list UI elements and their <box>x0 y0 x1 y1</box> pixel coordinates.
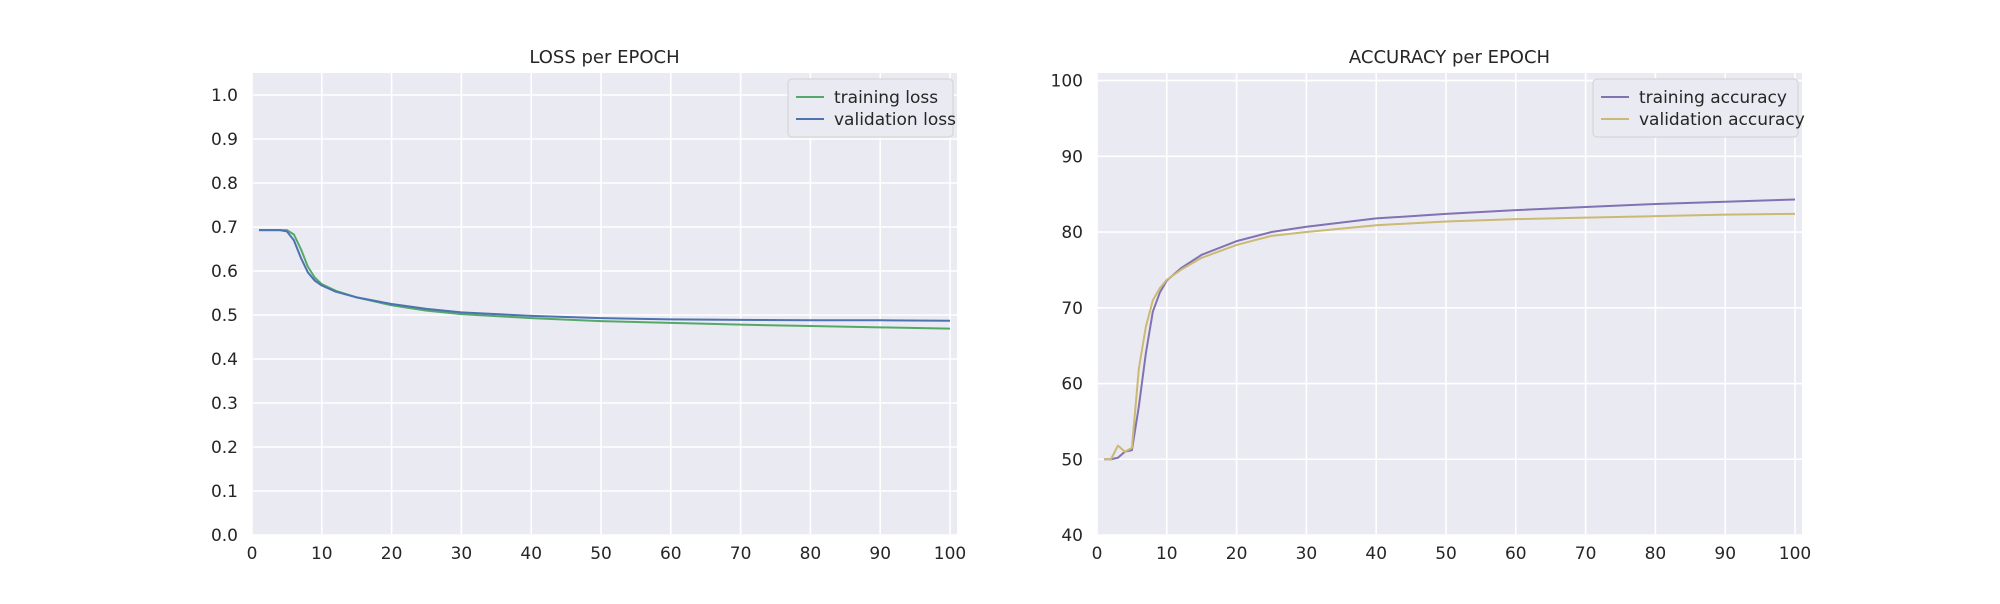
loss-y-tick-label: 0.7 <box>211 218 238 238</box>
accuracy-x-tick-label: 100 <box>1779 544 1811 564</box>
loss-plot-area <box>252 73 957 535</box>
loss-y-tick-label: 0.5 <box>211 306 238 326</box>
loss-y-tick-label: 0.6 <box>211 262 238 282</box>
accuracy-x-tick-label: 40 <box>1365 544 1387 564</box>
accuracy-chart: ACCURACY per EPOCH 0 10 20 30 40 50 60 70 80 90 10… <box>1051 47 1812 564</box>
accuracy-x-tick-label: 10 <box>1156 544 1178 564</box>
accuracy-y-tick-label: 50 <box>1061 450 1083 470</box>
loss-x-tick-label: 40 <box>520 544 542 564</box>
validation-accuracy-line <box>1103 212 1796 461</box>
loss-chart: LOSS per EPOCH 0 10 20 30 40 50 60 70 80 90 100 0.0… <box>211 47 966 564</box>
accuracy-y-tick-label: 70 <box>1061 299 1083 319</box>
accuracy-x-tick-label: 30 <box>1296 544 1318 564</box>
validation-loss-legend-label: validation loss <box>834 110 956 130</box>
training-loss-legend-label: training loss <box>834 88 938 108</box>
training-accuracy-legend-label: training accuracy <box>1639 88 1787 108</box>
loss-y-tick-label: 0.3 <box>211 394 238 414</box>
loss-x-tick-label: 100 <box>934 544 966 564</box>
loss-y-tick-label: 0.0 <box>211 526 238 546</box>
accuracy-x-tick-label: 90 <box>1714 544 1736 564</box>
accuracy-x-tick-label: 70 <box>1575 544 1597 564</box>
accuracy-x-tick-label: 50 <box>1435 544 1457 564</box>
loss-y-tick-label: 0.9 <box>211 130 238 150</box>
loss-x-tick-label: 80 <box>800 544 822 564</box>
loss-x-tick-label: 10 <box>311 544 333 564</box>
accuracy-x-tick-label: 0 <box>1092 544 1103 564</box>
accuracy-y-tick-label: 100 <box>1051 72 1083 92</box>
loss-legend <box>787 78 954 138</box>
accuracy-plot-area <box>1097 73 1802 535</box>
loss-x-tick-label: 30 <box>451 544 473 564</box>
loss-x-tick-label: 20 <box>381 544 403 564</box>
accuracy-x-tick-label: 60 <box>1505 544 1527 564</box>
loss-chart-title: LOSS per EPOCH <box>529 47 679 68</box>
accuracy-x-tick-label: 80 <box>1645 544 1667 564</box>
validation-loss-line <box>258 229 951 322</box>
accuracy-y-tick-label: 40 <box>1061 526 1083 546</box>
loss-x-tick-label: 0 <box>247 544 258 564</box>
loss-y-tick-label: 0.8 <box>211 174 238 194</box>
loss-x-tick-label: 90 <box>869 544 891 564</box>
loss-y-tick-label: 1.0 <box>211 86 238 106</box>
validation-accuracy-legend-label: validation accuracy <box>1639 110 1805 130</box>
accuracy-x-tick-label: 20 <box>1226 544 1248 564</box>
loss-y-tick-label: 0.2 <box>211 438 238 458</box>
accuracy-legend <box>1592 78 1799 138</box>
loss-x-tick-label: 60 <box>660 544 682 564</box>
loss-y-tick-label: 0.1 <box>211 482 238 502</box>
loss-x-tick-label: 50 <box>590 544 612 564</box>
loss-x-tick-label: 70 <box>730 544 752 564</box>
accuracy-y-tick-label: 90 <box>1061 147 1083 167</box>
loss-y-tick-label: 0.4 <box>211 350 238 370</box>
accuracy-y-tick-label: 80 <box>1061 223 1083 243</box>
accuracy-y-tick-label: 60 <box>1061 375 1083 395</box>
accuracy-chart-title: ACCURACY per EPOCH <box>1349 47 1550 68</box>
